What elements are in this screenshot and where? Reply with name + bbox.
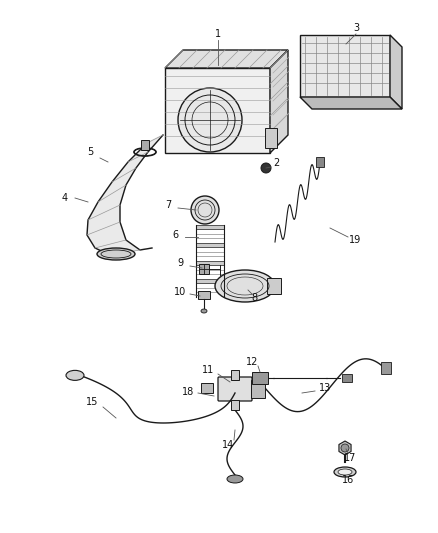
Circle shape xyxy=(191,196,219,224)
Bar xyxy=(265,128,277,148)
Bar xyxy=(196,279,224,283)
Circle shape xyxy=(341,444,349,452)
Bar xyxy=(342,374,352,382)
Text: 14: 14 xyxy=(222,440,234,450)
Bar xyxy=(231,370,239,380)
Text: 3: 3 xyxy=(353,23,359,33)
Ellipse shape xyxy=(227,475,243,483)
Ellipse shape xyxy=(334,467,356,477)
Text: 18: 18 xyxy=(182,387,194,397)
Text: 4: 4 xyxy=(62,193,68,203)
Text: 8: 8 xyxy=(251,293,257,303)
Bar xyxy=(198,291,210,299)
Polygon shape xyxy=(390,35,402,109)
Polygon shape xyxy=(165,50,288,68)
Bar xyxy=(201,383,213,393)
Text: 11: 11 xyxy=(202,365,214,375)
Text: 6: 6 xyxy=(172,230,178,240)
Text: 5: 5 xyxy=(87,147,93,157)
Ellipse shape xyxy=(215,270,275,302)
Polygon shape xyxy=(300,97,402,109)
Text: 17: 17 xyxy=(344,453,356,463)
Bar xyxy=(251,380,265,398)
Ellipse shape xyxy=(338,469,352,475)
Text: 12: 12 xyxy=(246,357,258,367)
Polygon shape xyxy=(339,441,351,455)
Text: 10: 10 xyxy=(174,287,186,297)
Text: 19: 19 xyxy=(349,235,361,245)
Bar xyxy=(300,35,390,97)
Bar xyxy=(196,243,224,247)
Bar xyxy=(141,140,149,150)
Bar xyxy=(196,261,224,265)
Text: 16: 16 xyxy=(342,475,354,485)
Polygon shape xyxy=(87,135,163,255)
Text: 2: 2 xyxy=(273,158,279,168)
Text: 1: 1 xyxy=(215,29,221,39)
Ellipse shape xyxy=(201,309,207,313)
Bar xyxy=(381,362,391,374)
Bar xyxy=(252,372,268,384)
FancyBboxPatch shape xyxy=(218,377,252,401)
Ellipse shape xyxy=(66,370,84,381)
Bar xyxy=(196,225,224,229)
Circle shape xyxy=(261,163,271,173)
Polygon shape xyxy=(165,68,270,153)
Bar xyxy=(231,400,239,410)
Text: 13: 13 xyxy=(319,383,331,393)
Text: 9: 9 xyxy=(177,258,183,268)
Polygon shape xyxy=(270,50,288,153)
Ellipse shape xyxy=(97,248,135,260)
Text: 15: 15 xyxy=(86,397,98,407)
Text: 7: 7 xyxy=(165,200,171,210)
Bar xyxy=(316,157,324,167)
Bar xyxy=(199,264,209,274)
Circle shape xyxy=(178,88,242,152)
Bar xyxy=(267,278,281,294)
